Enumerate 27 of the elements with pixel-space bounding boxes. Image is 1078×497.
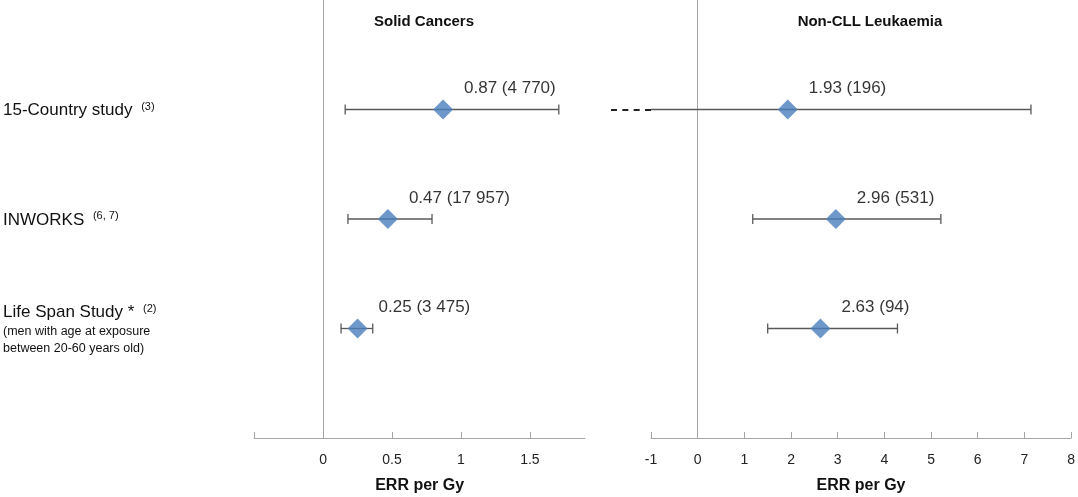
x-tick-label: 5 bbox=[927, 451, 936, 467]
x-tick-label: 7 bbox=[1020, 451, 1029, 467]
x-tick-label: 6 bbox=[973, 451, 982, 467]
x-tick-label: 1.5 bbox=[520, 451, 540, 467]
data-label: 1.93 (196) bbox=[808, 78, 887, 97]
x-tick-label: -1 bbox=[644, 451, 658, 467]
data-label: 2.96 (531) bbox=[856, 187, 935, 207]
x-tick-label: 2 bbox=[787, 451, 796, 467]
x-axis-title: ERR per Gy bbox=[816, 475, 906, 493]
x-tick-label: 3 bbox=[833, 451, 842, 467]
x-axis-title: ERR per Gy bbox=[375, 475, 465, 493]
x-tick-label: 1 bbox=[457, 451, 466, 467]
x-tick-label: 8 bbox=[1067, 451, 1076, 467]
y-tick-label: INWORKS (6, 7) bbox=[3, 209, 119, 229]
y-tick-label: Life Span Study * (2) (men with age at exposure between 20-60 years old) bbox=[3, 301, 157, 355]
data-label: 0.47 (17 957) bbox=[408, 187, 511, 207]
x-tick-label: 4 bbox=[880, 451, 889, 467]
y-tick-label: 15-Country study (3) bbox=[3, 99, 155, 119]
text: Non-CLL Leukaemia bbox=[797, 12, 944, 29]
x-tick-label: 0.5 bbox=[382, 451, 402, 467]
text: Solid Cancers bbox=[373, 12, 475, 29]
x-tick-label: 0 bbox=[319, 451, 328, 467]
data-label: 0.87 (4 770) bbox=[464, 78, 556, 97]
x-tick-label: 1 bbox=[740, 451, 749, 467]
data-label: 0.25 (3 475) bbox=[378, 297, 471, 316]
x-tick-label: 0 bbox=[693, 451, 702, 467]
data-label: 2.63 (94) bbox=[841, 297, 910, 316]
